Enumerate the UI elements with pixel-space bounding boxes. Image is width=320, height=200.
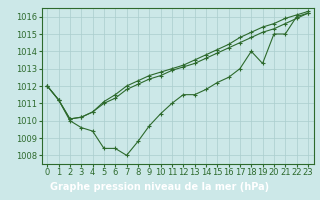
Text: Graphe pression niveau de la mer (hPa): Graphe pression niveau de la mer (hPa) <box>51 182 269 192</box>
